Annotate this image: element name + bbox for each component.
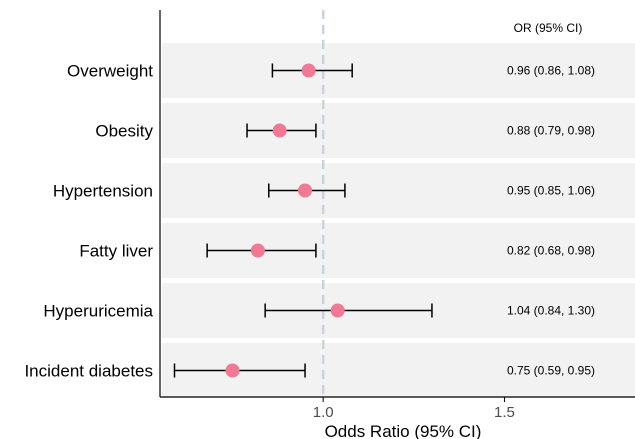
y-tick-label: Fatty liver bbox=[79, 242, 153, 261]
y-tick-label: Overweight bbox=[67, 62, 153, 81]
x-axis-title: Odds Ratio (95% CI) bbox=[325, 422, 482, 439]
row-band bbox=[162, 43, 635, 98]
or-point bbox=[225, 363, 240, 378]
ci-text: 0.88 (0.79, 0.98) bbox=[507, 124, 595, 138]
ci-text: 1.04 (0.84, 1.30) bbox=[507, 304, 595, 318]
ci-whiskers bbox=[173, 63, 433, 378]
ci-text: 0.96 (0.86, 1.08) bbox=[507, 64, 595, 78]
row-bands bbox=[162, 43, 635, 398]
row-band bbox=[162, 163, 635, 218]
row-band bbox=[162, 103, 635, 158]
or-point bbox=[250, 243, 265, 258]
ci-column-header: OR (95% CI) bbox=[514, 21, 583, 35]
x-tick-label: 1.5 bbox=[494, 404, 515, 421]
or-point bbox=[298, 183, 313, 198]
y-tick-label: Hypertension bbox=[53, 182, 153, 201]
ci-text: 0.75 (0.59, 0.95) bbox=[507, 364, 595, 378]
y-axis-labels: Overweight Obesity Hypertension Fatty liver… bbox=[24, 62, 153, 381]
ci-text: 0.95 (0.85, 1.06) bbox=[507, 184, 595, 198]
ci-text-column: 0.96 (0.86, 1.08) 0.88 (0.79, 0.98) 0.95 (… bbox=[507, 64, 595, 378]
y-tick-label: Incident diabetes bbox=[24, 362, 153, 381]
x-axis-ticks: 1.0 1.5 bbox=[313, 397, 515, 421]
or-point bbox=[301, 63, 316, 78]
y-tick-label: Obesity bbox=[95, 122, 153, 141]
x-tick-label: 1.0 bbox=[313, 404, 334, 421]
y-tick-label: Hyperuricemia bbox=[43, 302, 153, 321]
or-points bbox=[225, 63, 345, 378]
or-point bbox=[330, 303, 345, 318]
or-point bbox=[272, 123, 287, 138]
ci-text: 0.82 (0.68, 0.98) bbox=[507, 244, 595, 258]
